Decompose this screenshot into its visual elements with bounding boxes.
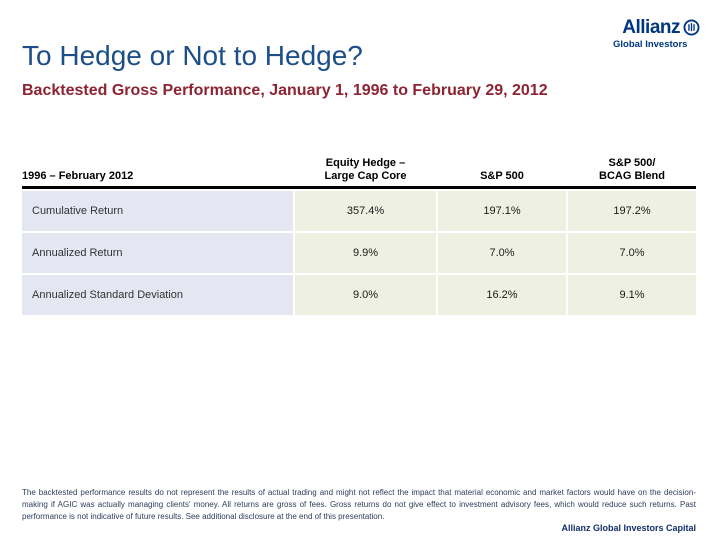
table-header-row: 1996 – February 2012 Equity Hedge – Larg… bbox=[22, 146, 696, 189]
row-label-annualized-std-dev: Annualized Standard Deviation bbox=[22, 275, 293, 315]
cell-stddev-blend: 9.1% bbox=[568, 275, 696, 315]
allianz-global-investors-logo: Allianz Global Investors bbox=[604, 18, 700, 50]
cell-annualized-blend: 7.0% bbox=[568, 233, 696, 273]
column-header-equity-hedge-line1: Equity Hedge – bbox=[325, 157, 406, 169]
cell-stddev-sp500: 16.2% bbox=[438, 275, 566, 315]
logo-brand-text: Allianz bbox=[622, 17, 680, 38]
allianz-eagle-circle-icon bbox=[683, 19, 700, 36]
page-title: To Hedge or Not to Hedge? bbox=[22, 40, 363, 71]
footer-brand-text: Allianz Global Investors Capital bbox=[561, 523, 696, 533]
cell-annualized-equity-hedge: 9.9% bbox=[295, 233, 436, 273]
table-body: Cumulative Return 357.4% 197.1% 197.2% A… bbox=[22, 191, 696, 315]
performance-table: 1996 – February 2012 Equity Hedge – Larg… bbox=[22, 146, 696, 315]
row-label-cumulative-return: Cumulative Return bbox=[22, 191, 293, 231]
cell-cumulative-equity-hedge: 357.4% bbox=[295, 191, 436, 231]
cell-stddev-equity-hedge: 9.0% bbox=[295, 275, 436, 315]
cell-cumulative-sp500: 197.1% bbox=[438, 191, 566, 231]
logo-tagline-text: Global Investors bbox=[613, 39, 688, 50]
column-header-blend-line1: S&P 500/ bbox=[608, 157, 656, 169]
disclaimer-text: The backtested performance results do no… bbox=[22, 488, 696, 521]
column-header-blend: S&P 500/ BCAG Blend bbox=[568, 157, 696, 183]
column-header-period: 1996 – February 2012 bbox=[22, 170, 134, 182]
column-header-sp500: S&P 500 bbox=[480, 170, 524, 182]
column-header-equity-hedge-line2: Large Cap Core bbox=[324, 170, 407, 182]
cell-cumulative-blend: 197.2% bbox=[568, 191, 696, 231]
column-header-equity-hedge: Equity Hedge – Large Cap Core bbox=[295, 157, 436, 183]
column-header-blend-line2: BCAG Blend bbox=[599, 170, 665, 182]
cell-annualized-sp500: 7.0% bbox=[438, 233, 566, 273]
row-label-annualized-return: Annualized Return bbox=[22, 233, 293, 273]
page-subtitle: Backtested Gross Performance, January 1,… bbox=[22, 82, 548, 99]
